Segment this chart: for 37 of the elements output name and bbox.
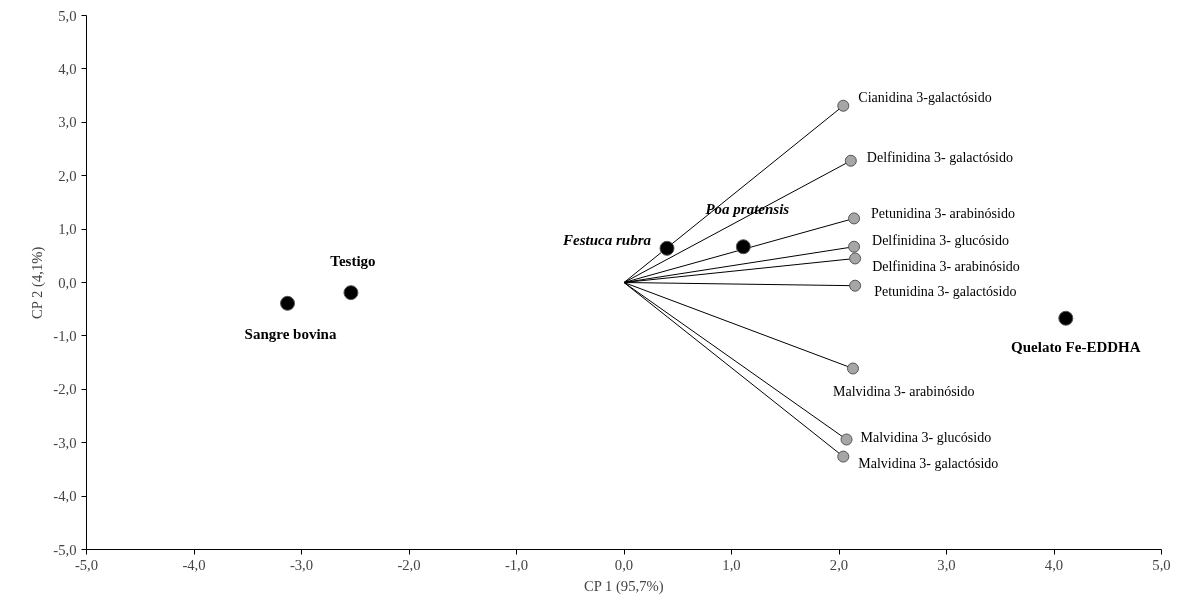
x-tick-label: -4,0 (182, 556, 206, 573)
y-tick-label: 2,0 (58, 167, 77, 184)
y-tick-label: -5,0 (53, 541, 77, 558)
annotation: Malvidina 3- arabinósido (832, 383, 975, 399)
x-axis-title: CP 1 (95,7%) (583, 577, 664, 595)
y-tick-label: -3,0 (53, 434, 77, 451)
y-axis-title: CP 2 (4,1%) (29, 246, 47, 319)
x-tick-label: -3,0 (289, 556, 314, 573)
y-tick-label: 5,0 (58, 7, 77, 24)
annotation: Cianidina 3-galactósido (858, 90, 992, 106)
annotation: Delfinidina 3- glucósido (872, 233, 1009, 249)
y-tick-label: -1,0 (53, 327, 77, 344)
annotation: Malvidina 3- glucósido (860, 430, 992, 445)
y-tick-label: -4,0 (53, 488, 77, 505)
y-tick-label: -2,0 (53, 381, 77, 398)
x-tick-label: -1,0 (504, 556, 529, 573)
annotation: Delfinidina 3- galactósido (866, 150, 1014, 166)
x-tick-label: 0,0 (614, 556, 634, 573)
annotation: Quelato Fe-EDDHA (1011, 339, 1141, 356)
annotation: Malvidina 3- galactósido (858, 456, 999, 472)
x-tick-label: -5,0 (74, 556, 99, 573)
annotation: Sangre bovina (244, 326, 337, 343)
x-tick-label: 3,0 (937, 556, 956, 573)
y-tick-label: 0,0 (58, 274, 77, 291)
annotation: Festuca rubra (562, 232, 652, 249)
annotation: Delfinidina 3- arabinósido (872, 258, 1020, 274)
x-tick-label: 5,0 (1152, 556, 1171, 573)
annotation: Petunidina 3- galactósido (874, 284, 1017, 300)
x-tick-label: 2,0 (829, 556, 849, 573)
y-tick-label: 3,0 (58, 114, 77, 131)
x-tick-label: -2,0 (397, 556, 421, 573)
x-tick-label: 4,0 (1044, 556, 1064, 573)
y-tick-label: 1,0 (58, 221, 77, 238)
x-tick-label: 1,0 (722, 556, 741, 573)
annotation: Testigo (330, 252, 376, 269)
y-tick-label: 4,0 (58, 60, 77, 77)
annotation: Petunidina 3- arabinósido (871, 205, 1015, 221)
